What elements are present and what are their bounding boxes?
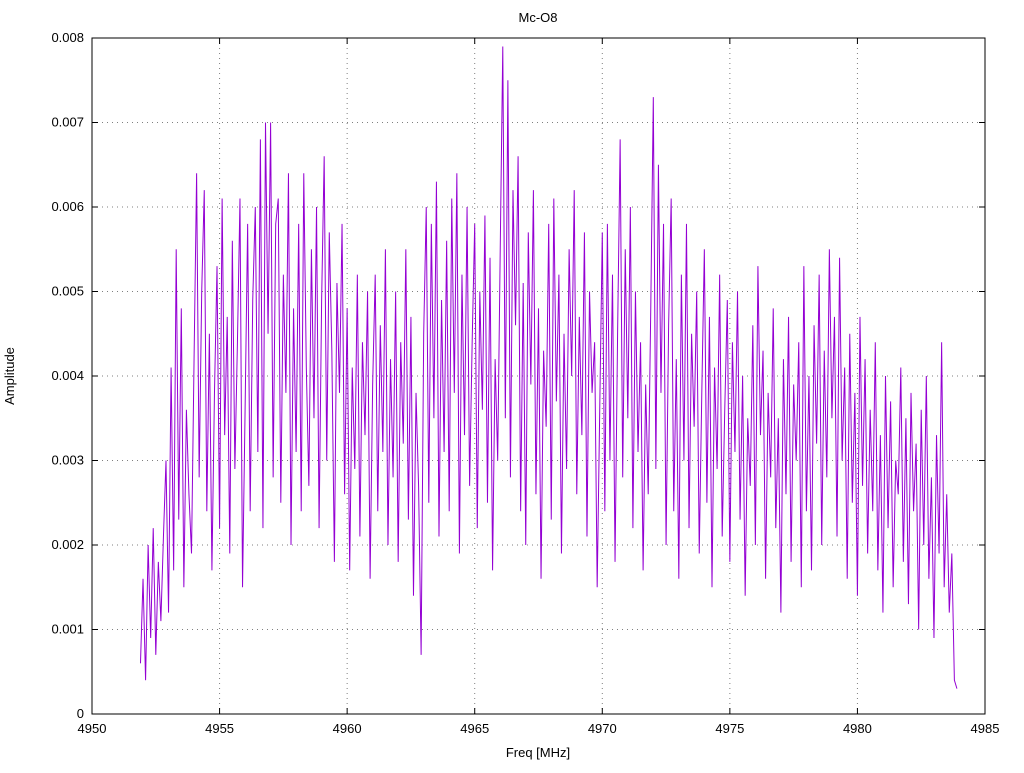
plot-border [91,37,986,715]
spectrum-line [139,46,958,689]
x-tick-label: 4975 [715,721,744,736]
y-axis-label: Amplitude [2,347,17,405]
x-axis-label: Freq [MHz] [506,745,570,760]
y-tick-label: 0.004 [51,368,84,383]
y-tick-label: 0.002 [51,537,84,552]
chart-title: Mc-O8 [519,10,558,25]
x-tick-label: 4955 [205,721,234,736]
axis-tick-labels: 4950 4955 4960 4965 4970 4975 4980 4985 0 0.001 0.… [51,30,999,736]
x-tick-label: 4980 [843,721,872,736]
y-tick-label: 0.006 [51,199,84,214]
y-tick-label: 0 [77,706,84,721]
y-tick-label: 0.007 [51,115,84,130]
y-tick-label: 0.008 [51,30,84,45]
x-tick-label: 4965 [460,721,489,736]
x-tick-label: 4970 [588,721,617,736]
x-tick-label: 4950 [78,721,107,736]
x-tick-label: 4960 [333,721,362,736]
y-tick-label: 0.003 [51,453,84,468]
y-tick-label: 0.005 [51,284,84,299]
y-tick-label: 0.001 [51,622,84,637]
x-tick-label: 4985 [971,721,1000,736]
